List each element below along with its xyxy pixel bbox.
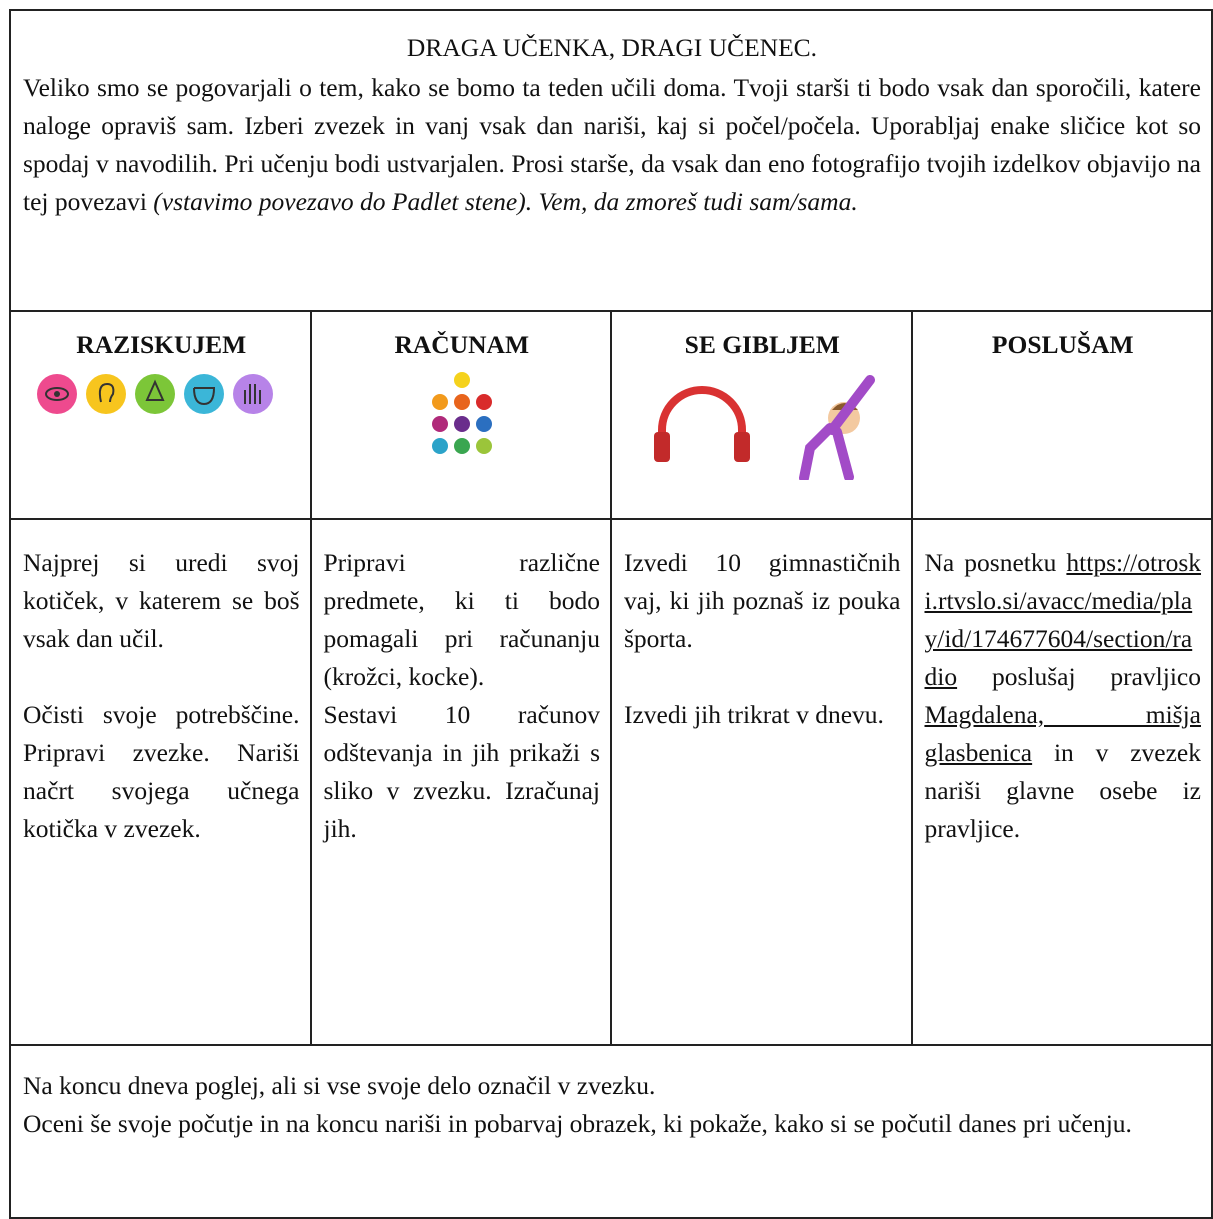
task-cell: Najprej si uredi svoj kotiček, v katerem… (9, 518, 312, 1046)
text: Na posnetku (924, 548, 1057, 577)
task-text: Izvedi 10 gimnastičnih vaj, ki jih pozna… (624, 548, 901, 653)
text: poslušaj pravljico (991, 662, 1201, 691)
text: in v zvezek nariši glavne osebe iz pravl… (924, 738, 1202, 843)
footer-text: Na koncu dneva poglej, ali si vse svoje … (23, 1071, 656, 1100)
task-cell: Pripravi različne predmete, ki ti bodo p… (309, 518, 612, 1046)
column-heading: POSLUŠAM (991, 330, 1134, 359)
recording-link[interactable]: https://otroski.rtvslo.si/avacc/media/pl… (924, 548, 1202, 691)
page: html, body { margin: 0; padding: 0; widt… (9, 9, 1213, 1219)
column-heading: SE GIBLJEM (684, 330, 840, 359)
task-cell: Na posnetku https://otroski.rtvslo.si/av… (910, 518, 1213, 1046)
footer-cell: Na koncu dneva poglej, ali si vse svoje … (9, 1044, 1213, 1219)
heading-cell: SE GIBLJEM (610, 310, 913, 520)
heading-cell: RAČUNAM (309, 310, 612, 520)
header-cell: DRAGA UČENKA, DRAGI UČENEC. Veliko smo s… (9, 9, 1213, 312)
task-text: Sestavi 10 računov odštevanja in jih pri… (323, 700, 601, 843)
heading-cell: RAZISKUJEM (9, 310, 312, 520)
heading-cell: POSLUŠAM (910, 310, 1213, 520)
task-table: DRAGA UČENKA, DRAGI UČENEC. Veliko smo s… (9, 9, 1213, 1219)
task-text: Očisti svoje potrebščine. Pripravi zvezk… (23, 700, 300, 843)
task-text: Na posnetku https://otroski.rtvslo.si/av… (925, 544, 1202, 848)
task-text: Izvedi jih trikrat v dnevu. (624, 700, 884, 729)
intro: Veliko smo se pogovarjali o tem, kako se… (23, 69, 1201, 221)
senses-icons (37, 374, 274, 414)
story-link[interactable]: Magdalena, mišja glasbenica (924, 700, 1202, 767)
intro-italic: (vstavimo povezavo do Padlet stene). Vem… (153, 187, 858, 216)
numbers-icon (431, 372, 492, 454)
task-text: Pripravi različne predmete, ki ti bodo p… (323, 548, 601, 691)
body: {"header":{"title":"DRAGA UČENKA, DRAGI … (9, 9, 1213, 1219)
task-text: Najprej si uredi svoj kotiček, v katerem… (23, 548, 300, 653)
footer-text: Oceni še svoje počutje in na koncu nariš… (23, 1109, 1132, 1138)
column-heading: RAČUNAM (394, 330, 530, 359)
task-cell: Izvedi 10 gimnastičnih vaj, ki jih pozna… (610, 518, 913, 1046)
column-heading: RAZISKUJEM (76, 330, 247, 359)
movement-icons (654, 375, 876, 483)
title: DRAGA UČENKA, DRAGI UČENEC. (406, 33, 818, 62)
intro-text: Veliko smo se pogovarjali o tem, kako se… (23, 73, 1201, 216)
